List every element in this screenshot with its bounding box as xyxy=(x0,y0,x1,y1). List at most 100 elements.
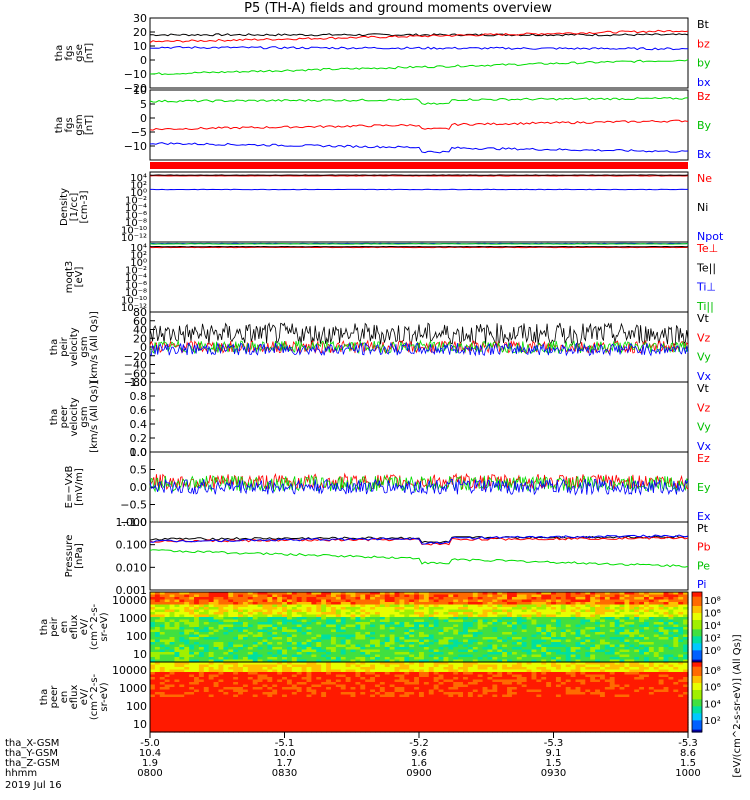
heatmap-cell xyxy=(213,627,220,631)
heatmap-cell xyxy=(463,619,469,623)
heatmap-cell xyxy=(316,672,322,676)
heatmap-cell xyxy=(668,637,674,641)
heatmap-cell xyxy=(585,667,591,671)
heatmap-cell xyxy=(658,684,665,688)
heatmap-cell xyxy=(194,594,200,598)
heatmap-cell xyxy=(169,607,176,611)
heatmap-cell xyxy=(643,644,650,648)
heatmap-cell xyxy=(326,652,332,656)
heatmap-cell xyxy=(223,627,229,631)
heatmap-cell xyxy=(604,622,611,626)
heatmap-cell xyxy=(629,652,635,656)
heatmap-cell xyxy=(345,594,352,598)
legend-entry: Npot xyxy=(697,230,724,243)
heatmap-cell xyxy=(653,602,660,606)
heatmap-cell xyxy=(203,592,210,596)
heatmap-cell xyxy=(595,604,601,608)
heatmap-cell xyxy=(174,594,180,598)
heatmap-cell xyxy=(223,637,229,641)
heatmap-cell xyxy=(536,592,542,596)
heatmap-cell xyxy=(306,659,312,663)
heatmap-cell xyxy=(174,602,180,606)
heatmap-cell xyxy=(565,687,572,691)
heatmap-cell xyxy=(238,672,244,676)
heatmap-cell xyxy=(472,597,479,601)
heatmap-cell xyxy=(272,604,278,608)
heatmap-cell xyxy=(678,649,684,653)
heatmap-cell xyxy=(306,697,312,701)
heatmap-cell xyxy=(345,694,352,698)
heatmap-cell xyxy=(502,639,508,643)
heatmap-cell xyxy=(223,599,229,603)
heatmap-cell xyxy=(379,687,386,691)
heatmap-cell xyxy=(384,644,391,648)
heatmap-cell xyxy=(599,657,606,661)
heatmap-cell xyxy=(590,642,596,646)
heatmap-cell xyxy=(482,677,489,681)
heatmap-cell xyxy=(565,657,572,661)
heatmap-cell xyxy=(595,614,601,618)
heatmap-cell xyxy=(404,662,410,666)
heatmap-cell xyxy=(277,604,283,608)
heatmap-cell xyxy=(511,622,518,626)
ylabel-line: peir xyxy=(49,616,60,636)
heatmap-cell xyxy=(365,677,371,681)
heatmap-cell xyxy=(438,652,445,656)
heatmap-cell xyxy=(189,674,195,678)
heatmap-cell xyxy=(301,632,308,636)
heatmap-cell xyxy=(531,677,537,681)
heatmap-cell xyxy=(683,599,689,603)
heatmap-cell xyxy=(614,642,621,646)
heatmap-cell xyxy=(223,654,229,658)
heatmap-cell xyxy=(389,659,396,663)
heatmap-cell xyxy=(291,677,298,681)
heatmap-cell xyxy=(330,667,337,671)
heatmap-cell xyxy=(159,604,166,608)
heatmap-cell xyxy=(238,632,244,636)
heatmap-cell xyxy=(198,694,205,698)
heatmap-cell xyxy=(624,664,630,668)
heatmap-cell xyxy=(492,624,498,628)
heatmap-cell xyxy=(301,607,308,611)
heatmap-cell xyxy=(560,627,567,631)
heatmap-cell xyxy=(233,672,239,676)
y-tick-label: 10⁰ xyxy=(130,258,147,269)
heatmap-cell xyxy=(604,599,611,603)
heatmap-cell xyxy=(482,644,489,648)
heatmap-cell xyxy=(658,617,665,621)
heatmap-cell xyxy=(257,632,264,636)
heatmap-cell xyxy=(409,692,415,696)
heatmap-cell xyxy=(404,697,410,701)
heatmap-cell xyxy=(282,632,288,636)
heatmap-cell xyxy=(604,597,611,601)
heatmap-cell xyxy=(277,657,283,661)
heatmap-cell xyxy=(301,624,308,628)
heatmap-cell xyxy=(345,687,352,691)
heatmap-cell xyxy=(218,692,224,696)
heatmap-cell xyxy=(257,687,264,691)
heatmap-cell xyxy=(673,689,679,693)
heatmap-cell xyxy=(536,677,542,681)
heatmap-cell xyxy=(404,682,410,686)
heatmap-cell xyxy=(340,604,347,608)
heatmap-cell xyxy=(458,647,464,651)
y-tick-label: 10⁻⁴ xyxy=(125,203,147,214)
heatmap-cell xyxy=(257,659,264,663)
heatmap-cell xyxy=(247,627,254,631)
heatmap-cell xyxy=(614,672,621,676)
heatmap-cell xyxy=(174,609,180,613)
heatmap-cell xyxy=(370,597,376,601)
heatmap-cell xyxy=(643,649,650,653)
heatmap-cell xyxy=(658,607,665,611)
heatmap-cell xyxy=(409,592,415,596)
heatmap-cell xyxy=(658,689,665,693)
heatmap-cell xyxy=(399,664,405,668)
heatmap-cell xyxy=(438,634,445,638)
heatmap-cell xyxy=(511,662,518,666)
heatmap-cell xyxy=(213,659,220,663)
heatmap-cell xyxy=(296,639,303,643)
heatmap-cell xyxy=(507,687,513,691)
heatmap-cell xyxy=(521,664,528,668)
heatmap-cell xyxy=(399,649,405,653)
heatmap-cell xyxy=(653,657,660,661)
